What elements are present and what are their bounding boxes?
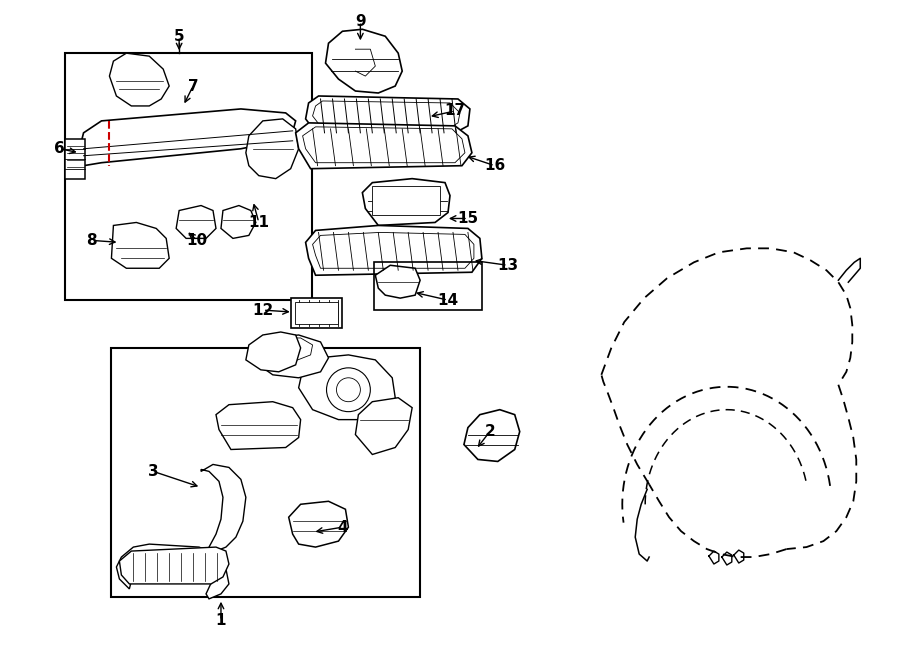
Polygon shape [110,53,169,106]
Text: 6: 6 [54,141,65,156]
Polygon shape [246,332,301,372]
Text: 5: 5 [174,28,184,44]
Text: 15: 15 [457,211,479,226]
Text: 2: 2 [484,424,495,439]
Polygon shape [112,223,169,268]
Polygon shape [246,119,299,178]
Text: 7: 7 [188,79,198,94]
Text: 17: 17 [445,103,465,118]
Polygon shape [312,101,460,129]
Polygon shape [363,178,450,225]
Text: 1: 1 [216,613,226,628]
Polygon shape [221,206,256,239]
Polygon shape [79,109,296,166]
Polygon shape [326,29,402,93]
Polygon shape [299,355,395,420]
Bar [294,302,338,324]
Polygon shape [312,233,474,268]
Polygon shape [273,338,312,362]
Polygon shape [464,410,519,461]
Bar [112,348,420,597]
Text: 14: 14 [437,293,459,307]
Polygon shape [306,96,470,136]
Bar [374,262,482,310]
Bar [65,139,85,178]
Polygon shape [296,123,472,169]
Polygon shape [356,398,412,455]
Text: 9: 9 [356,14,365,29]
Text: 4: 4 [338,520,347,535]
Text: 13: 13 [497,258,518,273]
Polygon shape [289,501,348,547]
Text: 8: 8 [86,233,97,248]
Text: 10: 10 [186,233,208,248]
Polygon shape [375,265,420,298]
Text: 12: 12 [252,303,274,317]
Text: 16: 16 [484,158,506,173]
Polygon shape [256,335,328,378]
Polygon shape [176,206,216,239]
Text: 3: 3 [148,464,158,479]
Bar [65,53,311,300]
Text: 11: 11 [248,215,269,230]
Bar [291,298,343,328]
Polygon shape [216,402,301,449]
Polygon shape [120,547,229,584]
Polygon shape [302,127,465,163]
Polygon shape [306,225,482,275]
Bar [373,186,440,215]
Polygon shape [201,465,246,551]
Polygon shape [116,544,229,599]
